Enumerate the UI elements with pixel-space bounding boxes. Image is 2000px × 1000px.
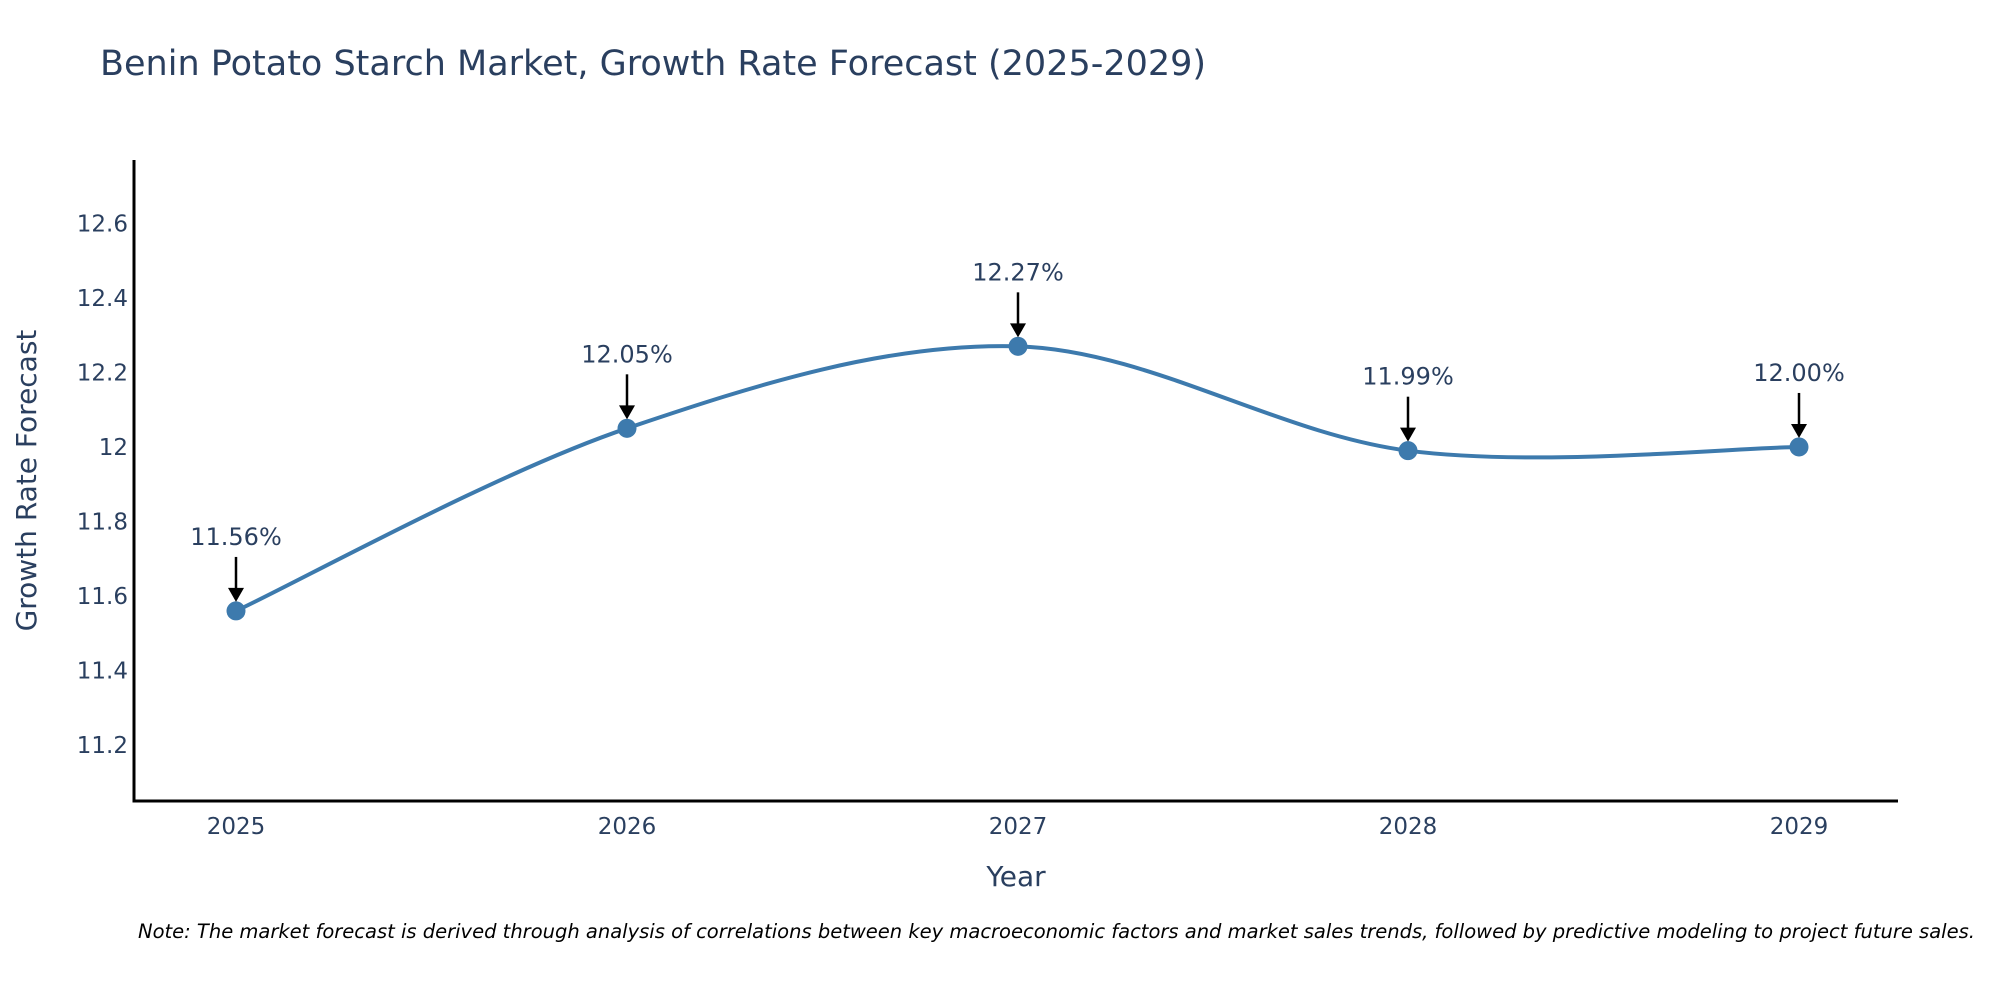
x-axis-ticks: 2025 2026 2027 2028 2029 (207, 814, 1829, 840)
y-axis-title: Growth Rate Forecast (10, 330, 43, 632)
data-label: 11.56% (190, 523, 282, 551)
data-label: 12.00% (1753, 359, 1845, 387)
annotation-arrowhead (619, 405, 635, 420)
data-point (1008, 336, 1028, 356)
annotation-arrowhead (228, 587, 244, 602)
data-label: 11.99% (1362, 363, 1454, 391)
chart-note: Note: The market forecast is derived thr… (138, 920, 1975, 943)
data-markers (226, 336, 1809, 621)
y-tick-label: 11.4 (77, 659, 128, 685)
data-label: 12.27% (972, 258, 1064, 286)
x-tick-label: 2029 (1770, 814, 1829, 840)
y-tick-label: 12 (99, 435, 128, 461)
x-tick-label: 2027 (989, 814, 1048, 840)
data-point (1398, 441, 1418, 461)
y-tick-label: 11.8 (77, 509, 128, 535)
data-point (617, 418, 637, 438)
x-tick-label: 2025 (207, 814, 266, 840)
y-tick-label: 11.2 (77, 733, 128, 759)
y-tick-label: 11.6 (77, 584, 128, 610)
data-annotations: 11.56% 12.05% 12.27% 11.99% 12.00% (190, 258, 1845, 602)
y-tick-label: 12.6 (77, 211, 128, 237)
x-axis-title: Year (985, 860, 1046, 893)
annotation-arrowhead (1010, 323, 1026, 338)
data-point (1789, 437, 1809, 457)
data-point (226, 601, 246, 621)
annotation-arrowhead (1400, 427, 1416, 442)
chart-title: Benin Potato Starch Market, Growth Rate … (100, 44, 1207, 84)
data-label: 12.05% (581, 340, 673, 368)
y-axis-ticks: 11.2 11.4 11.6 11.8 12 12.2 12.4 12.6 (77, 211, 128, 759)
x-tick-label: 2028 (1379, 814, 1438, 840)
series-line (235, 344, 1800, 613)
annotation-arrowhead (1791, 423, 1807, 438)
y-tick-label: 12.2 (77, 360, 128, 386)
y-tick-label: 12.4 (77, 286, 128, 312)
x-tick-label: 2026 (598, 814, 657, 840)
